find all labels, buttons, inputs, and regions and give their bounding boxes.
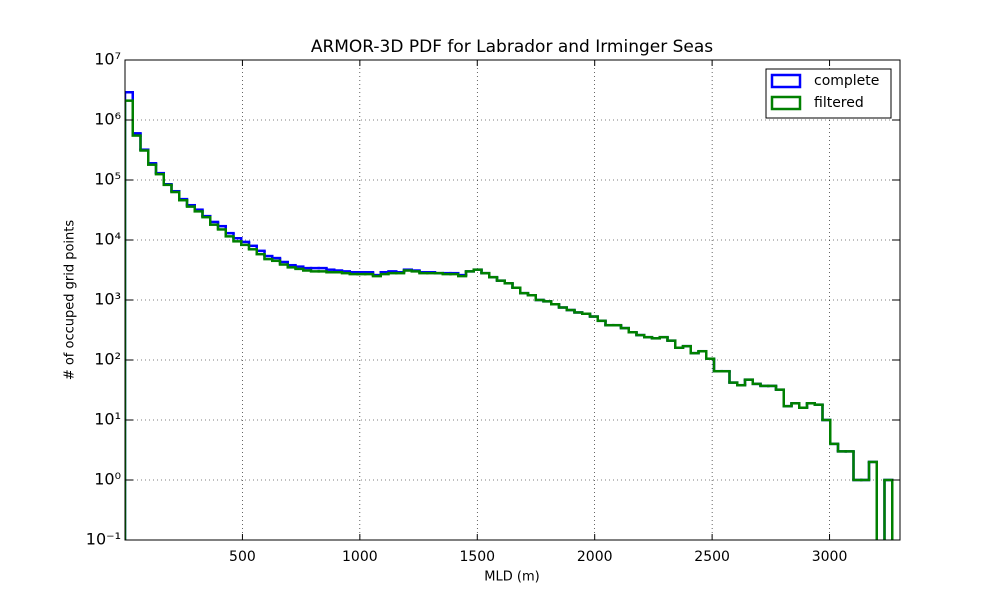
x-tick-label: 3000 xyxy=(812,549,848,565)
y-tick-label: 10⁵ xyxy=(94,170,121,189)
plot-area xyxy=(125,91,894,540)
x-axis-label: MLD (m) xyxy=(484,570,539,585)
legend-swatch xyxy=(770,73,802,89)
legend-label: filtered xyxy=(814,95,864,111)
y-tick-label: 10³ xyxy=(94,290,121,309)
x-tick-label: 1000 xyxy=(342,549,378,565)
x-tick-label: 1500 xyxy=(459,549,495,565)
grid xyxy=(125,59,900,541)
chart-title: ARMOR-3D PDF for Labrador and Irminger S… xyxy=(311,37,713,57)
y-tick-label: 10² xyxy=(94,350,121,369)
legend: complete filtered xyxy=(765,68,892,119)
y-tick-label: 10⁴ xyxy=(94,230,121,249)
y-tick-label: 10⁰ xyxy=(94,470,121,489)
y-tick-label: 10⁶ xyxy=(94,110,121,129)
y-axis-label: # of occuped grid points xyxy=(63,220,78,381)
y-tick-label: 10¹ xyxy=(94,410,121,429)
x-tick-label: 2000 xyxy=(577,549,613,565)
y-tick-label: 10⁷ xyxy=(94,50,121,69)
x-tick-label: 2500 xyxy=(694,549,730,565)
y-tick-label: 10⁻¹ xyxy=(86,530,121,549)
x-tick-label: 500 xyxy=(229,549,256,565)
legend-swatch xyxy=(770,95,802,111)
ticks: 500 1000 1500 2000 2500 3000 10⁻¹ 10⁰ 10¹ 10² 10³ 1… xyxy=(86,50,900,565)
legend-label: complete xyxy=(814,73,879,89)
